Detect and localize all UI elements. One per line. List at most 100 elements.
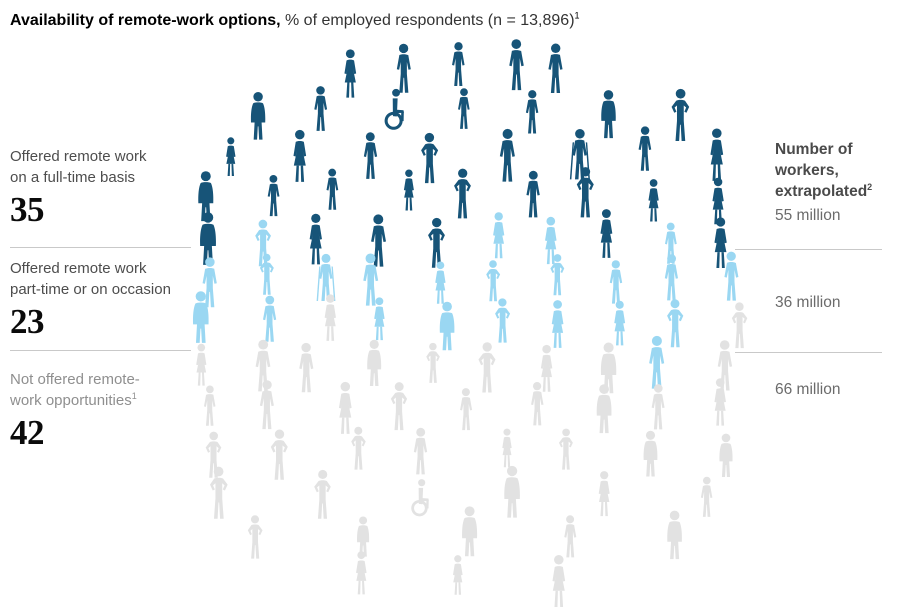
right-divider-2 [735, 352, 882, 353]
person-figure-full-time [421, 132, 439, 184]
person-figure-not-offered [714, 378, 726, 426]
person-figure-not-offered [413, 427, 428, 475]
person-figure-not-offered [531, 382, 544, 426]
person-figure-not-offered [452, 555, 463, 595]
person-figure-full-time [638, 126, 652, 171]
person-figure-not-offered [552, 554, 566, 607]
category-footnote-marker: 1 [131, 391, 137, 401]
category-part-time-label: Offered remote work part-time or on occa… [10, 260, 171, 298]
person-figure-not-offered [460, 388, 473, 431]
person-figure-full-time [452, 42, 465, 87]
person-figure-not-offered [426, 342, 440, 383]
person-figure-part-time [664, 254, 678, 301]
person-figure-full-time [384, 88, 404, 130]
category-not-offered: Not offered remote- work opportunities1 … [10, 369, 202, 452]
person-figure-full-time [428, 217, 445, 268]
person-figure-not-offered [299, 342, 314, 393]
person-figure-part-time [609, 260, 623, 304]
person-figure-not-offered [478, 342, 496, 393]
person-figure-full-time [509, 39, 524, 91]
person-figure-full-time [601, 90, 616, 139]
person-figure-full-time [458, 88, 470, 129]
person-figure-part-time [486, 260, 501, 302]
person-figure-full-time [454, 168, 471, 219]
category-part-time-percent: 23 [10, 302, 45, 341]
person-figure-part-time [263, 295, 277, 342]
person-figure-part-time [551, 300, 564, 348]
workers-value-not-offered: 66 million [775, 381, 841, 398]
person-figure-not-offered [462, 506, 478, 557]
person-figure-not-offered [367, 339, 382, 386]
person-figure-not-offered [411, 479, 429, 517]
title-footnote-marker: 1 [574, 10, 580, 21]
person-figure-not-offered [731, 302, 748, 349]
person-figure-part-time [649, 335, 665, 389]
person-figure-part-time [439, 301, 455, 351]
person-figure-part-time [435, 261, 446, 304]
person-figure-full-time [710, 128, 724, 181]
person-figure-not-offered [596, 384, 612, 434]
person-figure-full-time [363, 132, 378, 179]
right-divider-1 [735, 249, 882, 250]
category-not-offered-percent: 42 [10, 413, 45, 452]
person-figure-full-time [344, 49, 357, 98]
person-figure-not-offered [504, 465, 520, 518]
category-full-time-percent: 35 [10, 190, 45, 229]
person-figure-full-time [712, 177, 724, 225]
person-figure-full-time [548, 43, 563, 93]
person-figure-not-offered [540, 344, 553, 392]
person-figure-full-time [396, 43, 411, 93]
person-figure-not-offered [356, 551, 367, 595]
person-figure-not-offered [196, 343, 207, 386]
person-figure-full-time [525, 90, 539, 134]
person-figure-not-offered [338, 381, 352, 434]
person-figure-not-offered [651, 384, 665, 430]
person-figure-part-time [614, 300, 626, 346]
chart-title: Availability of remote-work options, % o… [10, 10, 870, 32]
person-figure-not-offered [247, 515, 263, 559]
person-figure-not-offered [598, 471, 610, 517]
person-figure-not-offered [390, 382, 408, 431]
person-figure-not-offered [558, 428, 573, 470]
person-figure-not-offered [324, 294, 336, 341]
person-figure-full-time [600, 209, 613, 258]
person-figure-not-offered [700, 476, 713, 517]
person-figure-full-time [314, 86, 328, 131]
person-figure-full-time [576, 167, 594, 218]
person-figure-full-time [714, 217, 727, 268]
person-figure-not-offered [667, 510, 682, 560]
workers-value-full-time: 55 million [775, 207, 841, 224]
header-footnote-marker: 2 [867, 181, 873, 192]
category-not-offered-label: Not offered remote- work opportunities1 [10, 371, 140, 409]
person-figure-full-time [293, 129, 307, 182]
person-figure-full-time [267, 174, 280, 217]
left-divider-2 [10, 350, 191, 351]
category-full-time: Offered remote work on a full-time basis… [10, 146, 202, 229]
chart-title-bold: Availability of remote-work options, [10, 12, 281, 29]
person-figure-part-time [495, 298, 511, 343]
person-figure-not-offered [259, 380, 274, 430]
left-divider-1 [10, 247, 191, 248]
chart-subtitle: % of employed respondents (n = 13,896) [280, 12, 575, 29]
person-figure-not-offered [314, 469, 331, 519]
workers-value-part-time: 36 million [775, 294, 841, 311]
category-part-time: Offered remote work part-time or on occa… [10, 258, 202, 341]
person-figure-not-offered [210, 466, 228, 519]
workers-column-header: Number of workers, extrapolated2 [775, 141, 873, 200]
person-figure-full-time [403, 169, 414, 211]
person-figure-not-offered [643, 430, 658, 477]
person-figure-full-time [671, 88, 690, 141]
person-figure-full-time [250, 91, 266, 140]
person-figure-full-time [226, 137, 236, 176]
person-figure-full-time [648, 179, 659, 222]
person-figure-full-time [309, 213, 322, 265]
person-figure-full-time [326, 168, 339, 210]
person-figure-full-time [499, 128, 515, 182]
person-figure-part-time [374, 297, 385, 341]
person-figure-not-offered [719, 433, 733, 478]
person-figure-part-time [667, 299, 684, 348]
person-figure-not-offered [270, 429, 288, 480]
category-full-time-label: Offered remote work on a full-time basis [10, 148, 147, 186]
person-figure-not-offered [203, 385, 216, 426]
person-figure-part-time [724, 251, 739, 301]
